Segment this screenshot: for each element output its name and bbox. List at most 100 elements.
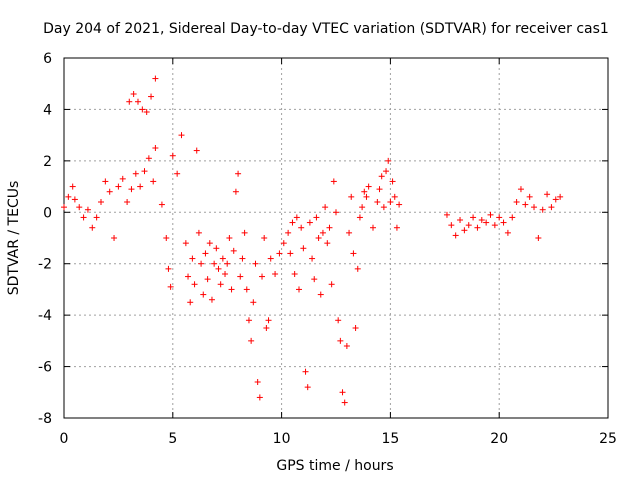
data-point-plus [241,229,248,236]
data-point-plus [470,214,477,221]
data-point-plus [491,222,498,229]
x-tick-label: 20 [490,431,508,447]
data-point-plus [343,343,350,349]
data-point-plus [150,178,157,185]
data-point-plus [178,132,185,139]
data-point-plus [69,183,76,190]
data-point-plus [335,317,342,324]
data-point-plus [522,201,529,208]
data-point-plus [195,229,202,236]
data-point-plus [380,204,387,211]
data-point-plus [339,389,346,396]
data-point-plus [356,214,363,221]
data-point-plus [548,204,555,211]
data-point-plus [254,379,261,385]
data-point-plus [169,152,176,159]
data-point-plus [76,204,83,211]
data-point-plus [391,193,398,200]
data-point-plus [322,204,329,211]
data-point-plus [302,368,309,375]
data-point-plus [185,273,192,280]
data-point-plus [385,157,392,164]
data-point-plus [211,260,218,267]
data-point-plus [232,188,239,195]
data-point-plus [465,222,472,229]
data-point-plus [261,235,268,241]
data-point-plus [134,98,141,105]
x-tick-label: 15 [381,431,399,447]
data-point-plus [265,317,272,324]
data-point-plus [304,384,311,391]
data-point-plus [200,291,207,298]
data-point-plus [443,211,450,218]
y-tick-label: 2 [43,154,52,170]
data-point-plus [130,91,137,97]
data-point-plus [139,106,146,113]
data-point-plus [461,227,468,234]
data-point-plus [252,260,259,267]
data-point-plus [500,219,507,226]
data-point-plus [167,283,174,290]
data-point-plus [315,235,322,241]
data-point-plus [189,255,196,262]
data-point-plus [267,255,274,262]
data-point-plus [557,193,564,200]
data-point-plus [306,219,313,226]
data-point-plus [239,255,246,262]
data-point-plus [230,247,237,254]
data-point-plus [280,240,287,247]
data-point-plus [206,240,213,247]
data-point-plus [237,273,244,280]
chart-title: Day 204 of 2021, Sidereal Day-to-day VTE… [43,21,609,37]
data-point-plus [97,199,104,205]
data-point-plus [248,337,255,344]
data-point-plus [213,245,220,252]
data-point-plus [228,286,235,293]
data-point-plus [224,260,231,267]
data-point-plus [124,199,131,205]
data-point-plus [71,196,78,203]
data-point-plus [259,273,266,280]
data-point-plus [452,232,459,239]
data-point-plus [291,271,298,277]
data-point-plus [396,201,403,208]
data-point-plus [152,75,159,82]
data-point-plus [102,178,109,185]
data-point-plus [293,214,300,221]
data-point-plus [361,188,368,195]
data-point-plus [174,170,181,177]
data-point-plus [483,219,490,226]
data-point-plus [111,235,118,241]
data-point-plus [365,183,372,190]
y-tick-label: -4 [38,308,52,324]
data-point-plus [513,199,520,205]
tick-labels: 0 5 10 15 20 25 -8 -6 -4 -2 0 2 4 6 [38,51,617,447]
data-point-plus [393,224,400,231]
plot-frame [63,57,609,419]
data-point-plus [539,206,546,213]
data-point-plus [378,173,385,180]
data-point-plus [137,183,144,190]
data-points [61,75,564,406]
data-point-plus [132,170,139,177]
axis-ticks [63,57,609,419]
data-point-plus [198,260,205,267]
y-tick-label: -8 [38,411,52,427]
data-point-plus [276,250,283,257]
data-point-plus [313,214,320,221]
data-point-plus [115,183,122,190]
data-point-plus [191,281,198,288]
data-point-plus [263,325,270,331]
data-point-plus [509,214,516,221]
data-point-plus [474,224,481,231]
data-point-plus [163,235,170,241]
data-point-plus [478,217,485,223]
data-point-plus [204,276,211,283]
data-point-plus [348,193,355,200]
data-point-plus [126,98,133,105]
data-point-plus [504,229,511,236]
data-point-plus [256,394,263,401]
data-point-plus [165,265,172,272]
data-point-plus [128,186,135,193]
data-point-plus [337,337,344,344]
